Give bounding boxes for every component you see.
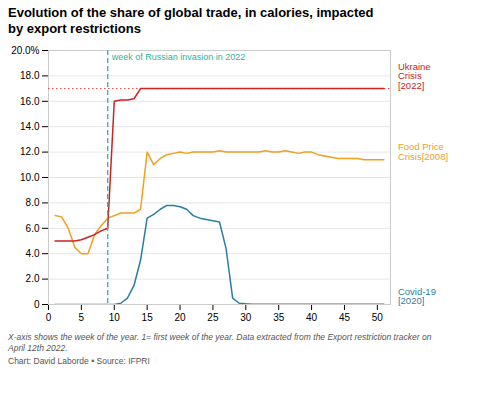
- html-text:Chart: David Laborde • Source:: Chart: David Laborde • Source: IFPRI: [8, 356, 150, 367]
- svg-text:10.0: 10.0: [20, 172, 40, 183]
- svg-text:5: 5: [79, 312, 85, 323]
- svg-text:12.0: 12.0: [20, 146, 40, 157]
- svg-text:35: 35: [273, 312, 285, 323]
- svg-text:0: 0: [34, 299, 40, 310]
- svg-text:25: 25: [207, 312, 219, 323]
- html-text:X-axis shows the week of the y: X-axis shows the week of the year. 1= fi…: [8, 332, 432, 354]
- svg-text:0: 0: [46, 312, 52, 323]
- svg-text:50: 50: [372, 312, 384, 323]
- svg-text:16.0: 16.0: [20, 96, 40, 107]
- svg-text:40: 40: [306, 312, 318, 323]
- svg-text:4.0: 4.0: [26, 248, 40, 259]
- svg-text:30: 30: [240, 312, 252, 323]
- svg-text:45: 45: [339, 312, 351, 323]
- svg-text:Food PriceCrisis[2008]: Food PriceCrisis[2008]: [398, 141, 448, 162]
- svg-text:2.0: 2.0: [26, 273, 40, 284]
- svg-text:UkraineCrisis[2022]: UkraineCrisis[2022]: [398, 61, 431, 91]
- svg-text:week of Russian invasion in 20: week of Russian invasion in 2022: [111, 52, 246, 62]
- svg-text:Covid-19[2020]: Covid-19[2020]: [398, 286, 436, 307]
- svg-text:15: 15: [142, 312, 154, 323]
- svg-text:8.0: 8.0: [26, 197, 40, 208]
- svg-text:20.0%: 20.0%: [11, 45, 39, 56]
- svg-text:14.0: 14.0: [20, 121, 40, 132]
- svg-text:18.0: 18.0: [20, 70, 40, 81]
- svg-text:6.0: 6.0: [26, 223, 40, 234]
- html-text:Evolution of the share of glob: Evolution of the share of global trade, …: [8, 5, 374, 36]
- svg-text:20: 20: [174, 312, 186, 323]
- svg-text:10: 10: [109, 312, 121, 323]
